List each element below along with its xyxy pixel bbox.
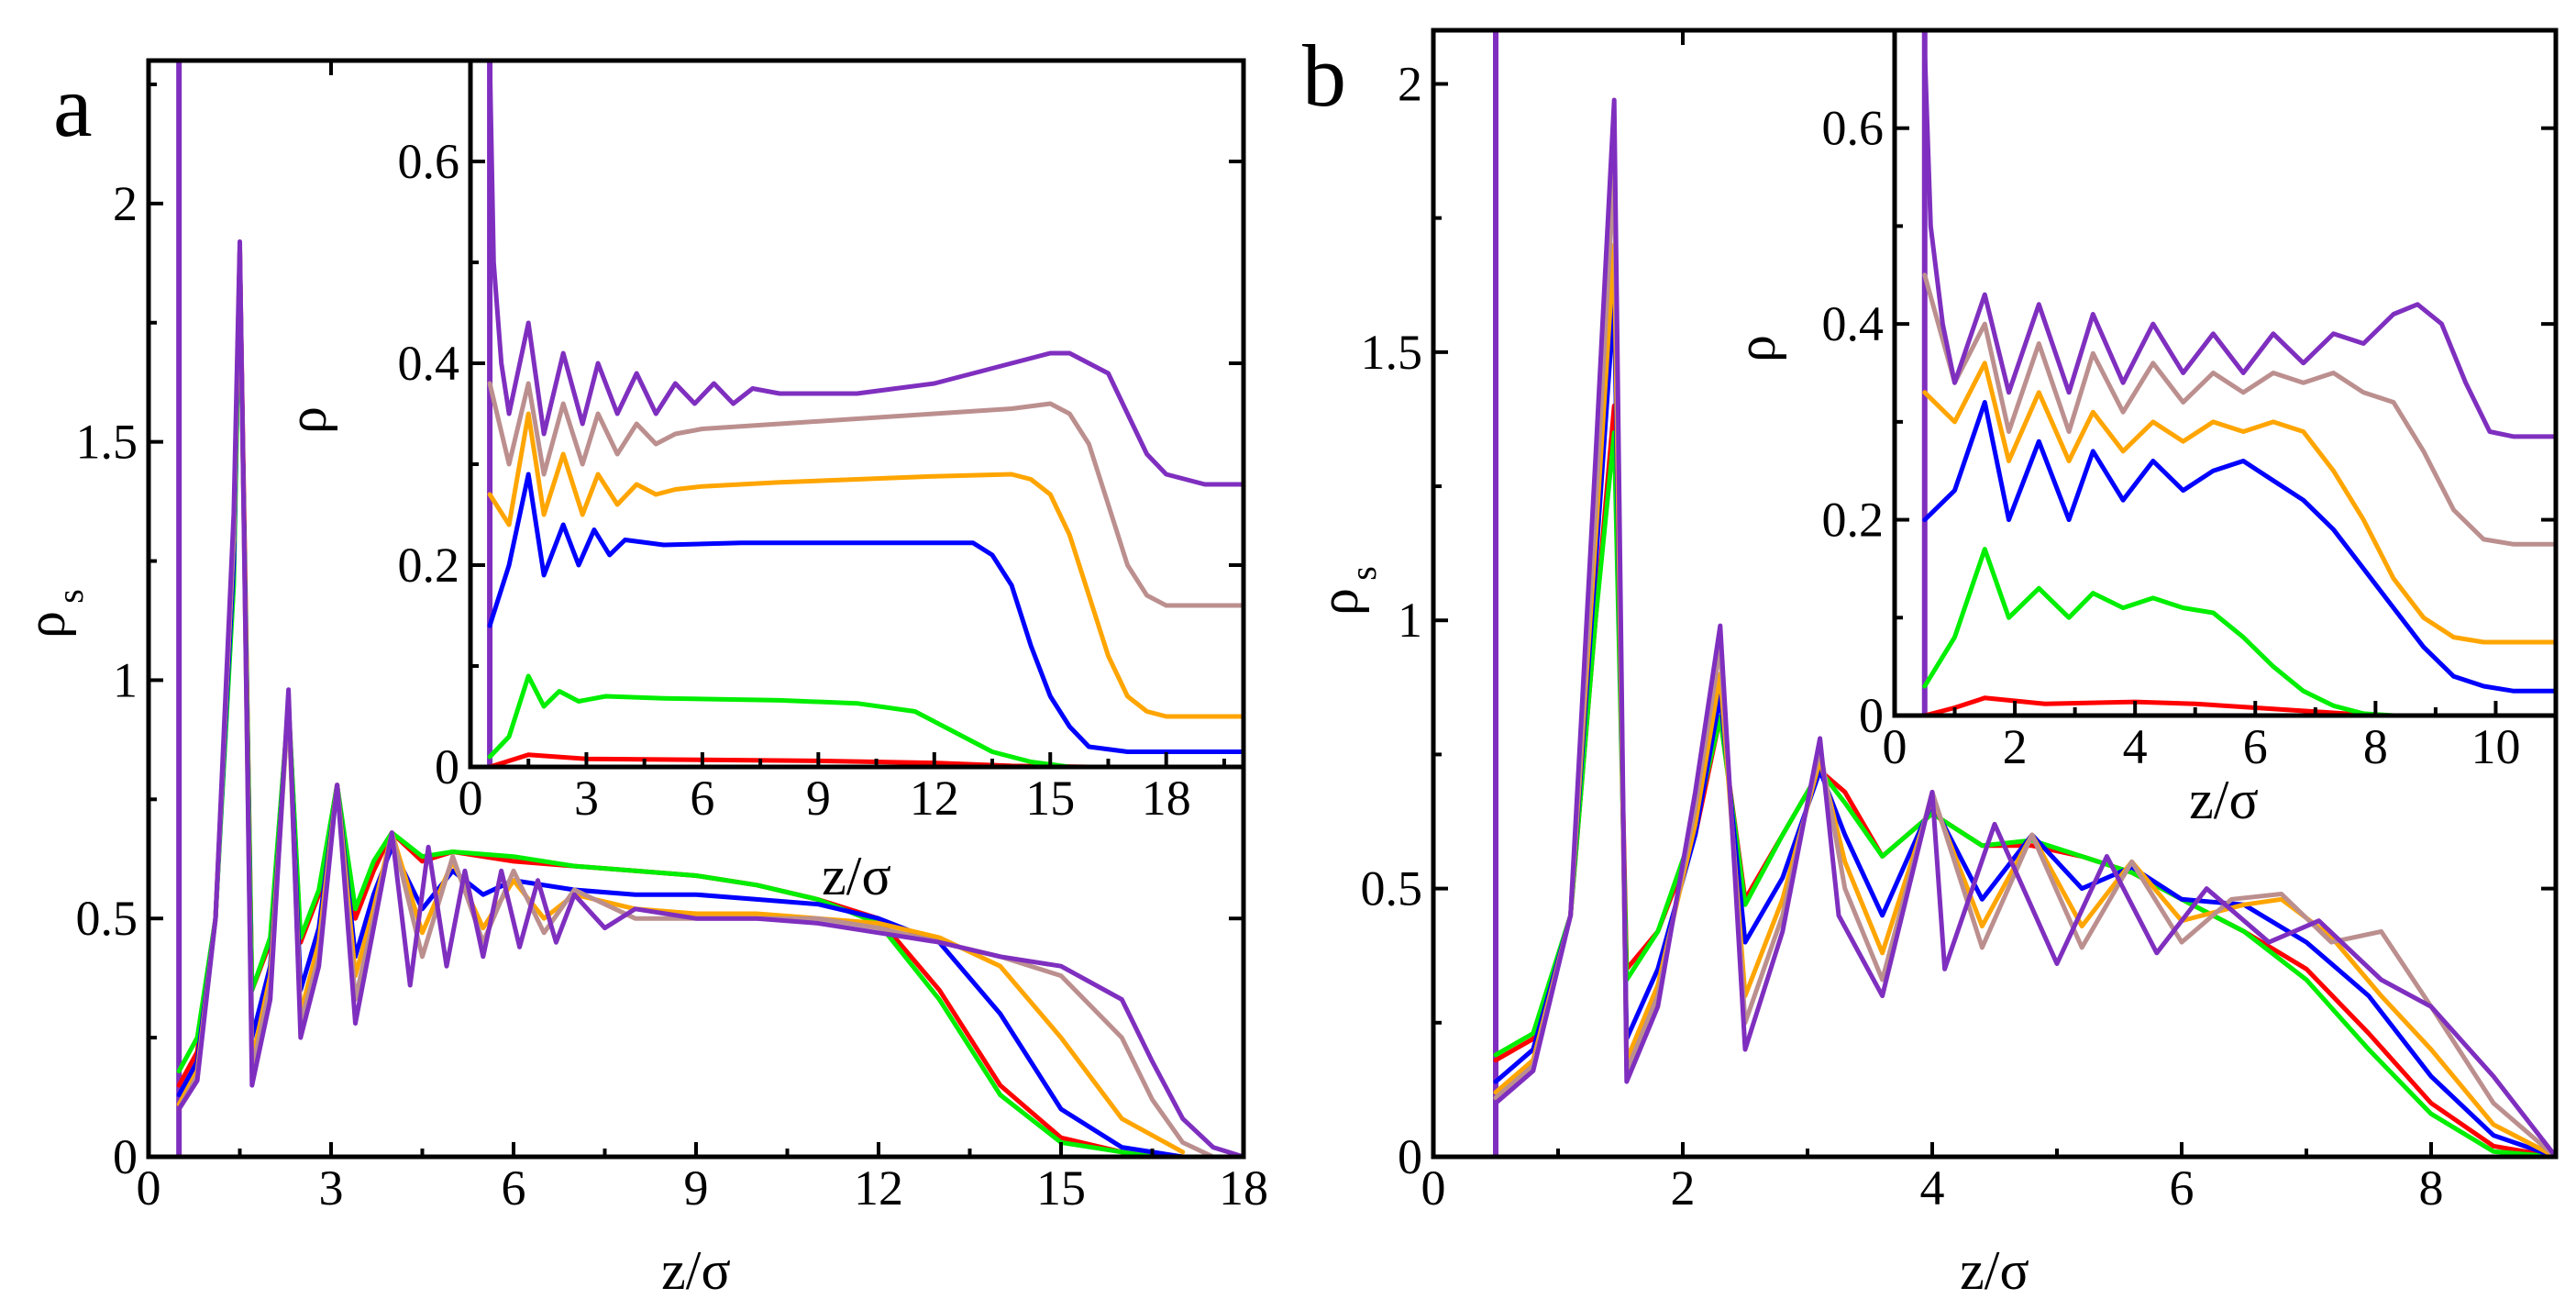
a-inset-ytick-label: 0.6 — [398, 134, 460, 189]
a-main-ytick-label: 0 — [113, 1129, 138, 1184]
a-inset-series-orange — [487, 411, 1244, 719]
a-inset-ytick-label: 0.2 — [398, 538, 460, 593]
a-inset-series-rosybrown — [487, 381, 1244, 608]
b-main-ytick-label: 2 — [1398, 56, 1422, 111]
b-main-xtick-label: 0 — [1421, 1160, 1446, 1216]
panel-a-inset-xlabel: z/σ — [822, 846, 891, 906]
b-inset-ytick-label: 0 — [1859, 688, 1884, 743]
b-inset-xtick-label: 6 — [2243, 719, 2268, 774]
b-inset-xtick-label: 2 — [2003, 719, 2028, 774]
panel-b-main-plot: 0 2 4 6 8 0 0.5 1 1.5 2 z/σ ρ s — [1309, 28, 2559, 1301]
panel-b-main-ylabel-sub: s — [1343, 566, 1384, 581]
b-main-ytick-label: 1.5 — [1361, 325, 1423, 380]
a-main-ytick-label: 2 — [113, 176, 138, 231]
b-inset-series-green — [1922, 547, 2556, 716]
a-inset-series-green — [487, 673, 1244, 767]
a-main-xtick-label: 6 — [502, 1160, 526, 1216]
a-main-xtick-label: 9 — [684, 1160, 709, 1216]
a-main-series-purple — [176, 239, 1244, 1157]
a-inset-xtick-label: 15 — [1025, 771, 1075, 826]
a-inset-ytick-label: 0.4 — [398, 336, 460, 391]
panel-a-main-xlabel: z/σ — [661, 1240, 731, 1301]
panel-a-letter: a — [53, 57, 93, 155]
b-inset-xtick-label: 8 — [2363, 719, 2388, 774]
b-main-series-purple — [1493, 97, 2556, 1157]
panel-b-main-ylabel: ρ s — [1309, 566, 1384, 616]
b-inset-series-orange — [1922, 361, 2556, 645]
b-main-curve-group — [1493, 30, 2556, 1157]
panel-b-inset-ticks: 0 2 4 6 8 10 0 0.2 0.4 0.6 — [1822, 101, 2556, 774]
panel-b-main-xlabel: z/σ — [1960, 1240, 2029, 1301]
panel-a: a 0 3 6 9 12 15 18 0 0.5 1 1.5 2 z/σ ρ s 0 3 6 9 12 15 18… — [16, 57, 1268, 1301]
panel-b-main-curves — [1493, 30, 2556, 1157]
b-main-xtick-label: 4 — [1920, 1160, 1945, 1216]
b-main-ytick-label: 1 — [1398, 593, 1422, 648]
b-main-ytick-label: 0.5 — [1361, 861, 1423, 916]
panel-b-inset-plot: 0 2 4 6 8 10 0 0.2 0.4 0.6 z/σ ρ — [1726, 28, 2559, 830]
b-inset-series-blue — [1922, 400, 2556, 694]
a-inset-xtick-label: 0 — [459, 771, 483, 826]
panel-a-main-curves — [176, 61, 1244, 1157]
panel-b-inset-ylabel: ρ — [1726, 335, 1786, 362]
a-inset-ytick-label: 0 — [435, 739, 459, 794]
a-main-ytick-label: 1 — [113, 652, 138, 707]
b-inset-ytick-label: 0.6 — [1822, 101, 1885, 156]
panel-a-main-ticks: 0 3 6 9 12 15 18 0 0.5 1 1.5 2 — [76, 61, 1268, 1216]
a-inset-xtick-label: 12 — [910, 771, 959, 826]
b-main-xtick-label: 6 — [2170, 1160, 2195, 1216]
panel-b-inset-frame — [1892, 28, 2559, 718]
panel-b-inset-xlabel: z/σ — [2189, 770, 2259, 830]
panel-a-inset-plot: 0 3 6 9 12 15 18 0 0.2 0.4 0.6 z/σ ρ — [277, 58, 1246, 906]
a-main-xtick-label: 12 — [854, 1160, 903, 1216]
panel-b-main-ticks: 0 2 4 6 8 0 0.5 1 1.5 2 — [1361, 30, 2556, 1216]
panel-a-inset-ticks: 0 3 6 9 12 15 18 0 0.2 0.4 0.6 — [398, 134, 1244, 826]
b-main-ytick-label: 0 — [1398, 1129, 1422, 1184]
b-inset-series-purple — [1922, 47, 2556, 439]
a-main-ytick-label: 1.5 — [76, 415, 138, 470]
b-inset-ytick-label: 0.4 — [1822, 296, 1885, 351]
panel-b-letter: b — [1302, 27, 1346, 125]
panel-a-main-plot: 0 3 6 9 12 15 18 0 0.5 1 1.5 2 z/σ ρ s — [16, 58, 1268, 1301]
a-main-xtick-label: 18 — [1219, 1160, 1268, 1216]
b-main-xtick-label: 8 — [2419, 1160, 2444, 1216]
a-main-ytick-label: 0.5 — [76, 891, 138, 946]
panel-a-main-ylabel-sub: s — [50, 589, 91, 604]
a-inset-series-blue — [487, 472, 1244, 754]
panel-b: b 0 2 4 6 800.511.52 z/σ ρ s 0 2 4 6 8 1000.20.40… — [1302, 27, 2559, 1301]
panel-b-main-ylabel-text: ρ — [1309, 588, 1369, 616]
panel-a-inset-frame — [468, 58, 1246, 770]
b-main-xtick-label: 2 — [1671, 1160, 1696, 1216]
b-inset-ytick-label: 0.2 — [1822, 493, 1885, 548]
a-inset-series-purple — [487, 61, 1244, 487]
a-inset-xtick-label: 18 — [1142, 771, 1191, 826]
a-inset-xtick-label: 3 — [574, 771, 599, 826]
panel-a-main-ylabel-text: ρ — [16, 611, 76, 638]
panel-a-inset-ylabel: ρ — [277, 406, 337, 434]
a-main-xtick-label: 0 — [137, 1160, 161, 1216]
a-inset-xtick-label: 6 — [690, 771, 714, 826]
a-main-xtick-label: 15 — [1036, 1160, 1086, 1216]
a-main-curve-group — [176, 61, 1244, 1157]
a-inset-xtick-label: 9 — [806, 771, 831, 826]
b-inset-xtick-label: 4 — [2123, 719, 2148, 774]
a-main-xtick-label: 3 — [319, 1160, 344, 1216]
b-inset-series-rosybrown — [1922, 272, 2556, 547]
b-inset-xtick-label: 10 — [2471, 719, 2520, 774]
panel-a-main-ylabel: ρ s — [16, 589, 91, 638]
b-inset-xtick-label: 0 — [1883, 719, 1907, 774]
